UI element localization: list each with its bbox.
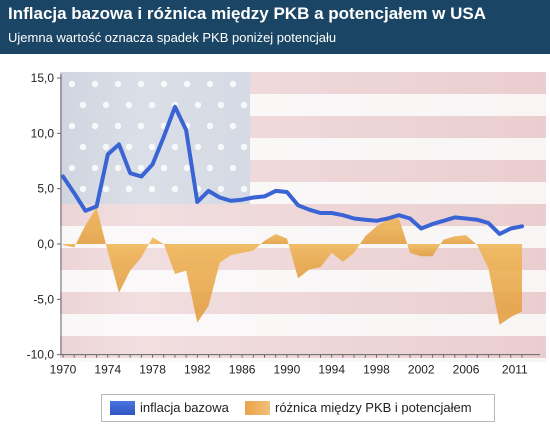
y-tick-label: -10,0 [27, 348, 55, 362]
inflation-point [251, 195, 255, 200]
inflation-point [464, 216, 468, 221]
gap-area-segment [288, 244, 360, 279]
inflation-point [453, 215, 457, 220]
legend-label-area: różnica między PKB i potencjałem [275, 400, 472, 415]
x-tick-label: 1978 [139, 363, 166, 377]
x-tick-label: 1974 [94, 363, 121, 377]
inflation-point [352, 216, 356, 221]
inflation-point [330, 211, 334, 215]
inflation-point [374, 219, 379, 223]
gap-area-segment [105, 244, 149, 293]
inflation-point [442, 219, 446, 223]
gap-area-series [63, 207, 522, 325]
gap-area-segment [63, 244, 76, 248]
inflation-point [61, 174, 65, 179]
x-tick-label: 2002 [408, 363, 435, 377]
inflation-point [173, 105, 177, 109]
y-axis-ticks: 15,0 10,0 5,0 0,0 -5,0 -10,0 [27, 71, 61, 362]
inflation-point [195, 200, 199, 204]
inflation-point [240, 198, 244, 202]
inflation-point [475, 218, 479, 222]
y-tick-label: 10,0 [31, 126, 55, 140]
inflation-point [386, 216, 390, 221]
y-tick-label: -5,0 [33, 292, 54, 306]
inflation-point [206, 189, 211, 193]
gap-area-segment [440, 235, 476, 244]
inflation-point [229, 199, 233, 203]
gap-area-segment [148, 237, 261, 323]
inflation-point [274, 189, 278, 193]
inflation-point [285, 190, 289, 194]
x-tick-label: 2011 [502, 363, 528, 377]
inflation-point [363, 218, 367, 222]
inflation-point [341, 213, 345, 217]
inflation-point [498, 232, 502, 236]
x-tick-label: 1998 [363, 363, 390, 377]
inflation-point [184, 128, 188, 132]
gap-area-segment [75, 207, 106, 244]
x-tick-label: 2006 [453, 363, 480, 377]
legend-swatch-area [245, 401, 270, 415]
inflation-point [296, 203, 300, 207]
inflation-point [419, 226, 423, 231]
inflation-point [408, 216, 412, 221]
x-tick-label: 1970 [50, 363, 77, 377]
inflation-point [72, 191, 76, 195]
inflation-point [94, 204, 99, 208]
inflation-point [128, 171, 132, 175]
inflation-line-series [61, 104, 524, 236]
flag-fade [0, 54, 550, 394]
y-tick-label: 15,0 [31, 71, 55, 85]
chart-title: Inflacja bazowa i różnica między PKB a p… [8, 4, 487, 23]
inflation-point [430, 222, 435, 226]
chart-subtitle: Ujemna wartość oznacza spadek PKB poniże… [8, 30, 337, 45]
inflation-point [218, 195, 222, 200]
y-tick-label: 5,0 [37, 182, 54, 196]
x-tick-label: 1990 [274, 363, 301, 377]
inflation-point [262, 194, 267, 199]
inflation-line [61, 104, 524, 236]
gap-area-segment [476, 244, 522, 325]
inflation-point [486, 221, 491, 225]
inflation-point [106, 152, 110, 156]
inflation-point [83, 209, 87, 213]
y-tick-label: 0,0 [37, 237, 54, 251]
x-tick-label: 1986 [229, 363, 256, 377]
inflation-point [318, 211, 323, 215]
x-axis-ticks: 1970 1974 1978 1982 1986 1990 1994 1998 2002 2006… [50, 354, 528, 377]
inflation-point [117, 142, 121, 146]
gap-area-segment [360, 218, 408, 244]
legend-swatch-line [110, 401, 135, 415]
inflation-point [397, 213, 401, 217]
gap-area-segment [407, 244, 441, 257]
legend-label-line: inflacja bazowa [140, 400, 229, 415]
x-tick-label: 1994 [318, 363, 345, 377]
gap-area-segment [260, 234, 289, 244]
inflation-point [509, 226, 513, 231]
chart-header: Inflacja bazowa i różnica między PKB a p… [0, 0, 550, 54]
legend: inflacja bazowa różnica między PKB i pot… [101, 394, 495, 422]
inflation-point [307, 208, 311, 212]
inflation-point [162, 135, 166, 139]
inflation-point [139, 174, 143, 179]
inflation-point [150, 162, 155, 166]
x-tick-label: 1982 [184, 363, 211, 377]
inflation-point [520, 224, 524, 228]
